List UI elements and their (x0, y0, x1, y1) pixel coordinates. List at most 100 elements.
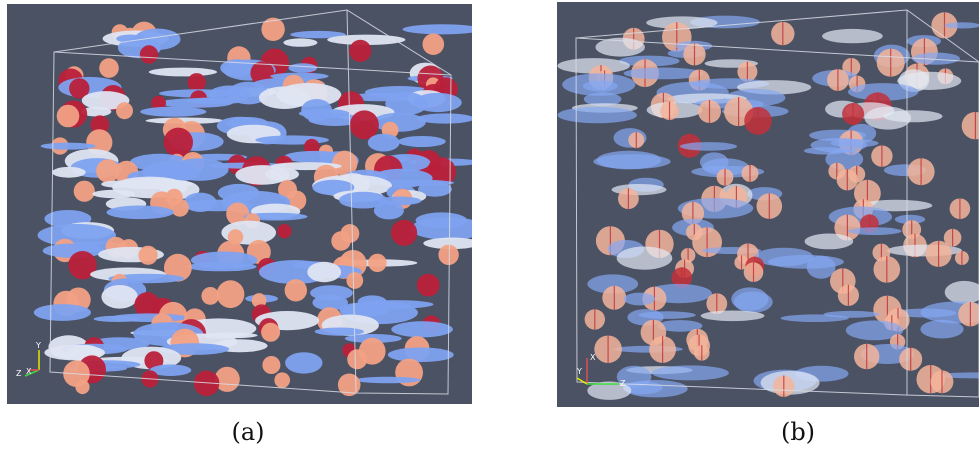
flat-particle (893, 308, 957, 318)
flat-particle (912, 52, 960, 65)
sphere-particle (163, 127, 193, 157)
flat-particle (387, 347, 454, 363)
bounding-box (575, 9, 979, 398)
flat-particle (418, 181, 452, 197)
flat-particle (595, 37, 645, 57)
flat-particle (101, 285, 138, 309)
flat-particle (355, 376, 421, 384)
flat-particle (646, 16, 718, 29)
flat-particle (391, 321, 453, 338)
sphere-particle (73, 180, 95, 202)
flat-particle (307, 261, 342, 283)
sphere-particle (86, 129, 113, 156)
flat-particle (40, 142, 96, 150)
flat-particle (557, 106, 637, 124)
caption-a: (a) (231, 418, 265, 446)
particle-render-a: Y Z X (7, 4, 472, 404)
flat-particle (140, 106, 207, 117)
flat-particle (416, 113, 472, 124)
flat-particle (106, 205, 174, 220)
sphere-particle (170, 198, 189, 217)
flat-particle (897, 71, 962, 90)
sphere-particle (68, 251, 97, 280)
sphere-particle (261, 17, 285, 41)
sphere-particle (346, 272, 364, 289)
figure-panel-a: Y Z X (7, 4, 472, 404)
flat-particle (894, 214, 926, 224)
flat-particle (864, 106, 912, 130)
flat-particle (312, 294, 349, 311)
sphere-particle (56, 104, 80, 128)
flat-particle (312, 179, 355, 196)
sphere-particle (90, 115, 110, 135)
flat-particle (822, 28, 883, 44)
flat-particle (186, 262, 257, 272)
flat-particle (37, 223, 116, 247)
flat-particle (623, 67, 704, 80)
flat-particle (845, 320, 904, 341)
sphere-particle (961, 112, 979, 140)
sphere-particle (304, 138, 320, 155)
flat-particle (587, 381, 632, 400)
sphere-particle (214, 366, 240, 392)
flat-particle (733, 291, 773, 313)
sphere-particle (139, 45, 159, 64)
sphere-particle (416, 273, 440, 297)
sphere-particle (187, 73, 206, 92)
sphere-particle (262, 356, 281, 374)
flat-particle (367, 133, 400, 152)
flat-particle (258, 86, 311, 109)
sphere-particle (349, 110, 379, 140)
sphere-particle (116, 102, 133, 120)
flat-particle (372, 112, 426, 132)
flat-particle (327, 34, 406, 45)
flat-particle (288, 63, 318, 73)
axis-triad: Y Z X (16, 341, 41, 378)
flat-particle (557, 58, 630, 74)
flat-particle (780, 314, 849, 323)
flat-particle (623, 292, 656, 306)
flat-particle (848, 227, 902, 236)
flat-particle (285, 352, 323, 374)
flat-particle (314, 327, 364, 336)
flat-particle (657, 320, 703, 332)
sphere-particle (164, 253, 192, 282)
flat-particle (848, 83, 919, 101)
flat-particle (651, 365, 729, 381)
flat-particle (616, 246, 673, 270)
flat-particle (145, 117, 224, 124)
caption-b: (b) (780, 418, 816, 446)
sphere-particle (347, 349, 368, 370)
sphere-particle (331, 231, 351, 251)
particle-render-b: X Y Z (557, 2, 979, 407)
axis-label-y: Y (35, 341, 41, 350)
sphere-particle (69, 78, 90, 99)
sphere-particle (261, 322, 281, 342)
flat-particle (283, 38, 318, 47)
flat-particle (51, 166, 86, 178)
flat-particle (308, 113, 362, 126)
sphere-particle (216, 280, 245, 309)
sphere-particle (427, 157, 456, 187)
flat-particle (680, 142, 737, 151)
flat-particle (587, 274, 639, 294)
bounding-box (49, 9, 452, 395)
flat-particle (804, 233, 854, 250)
flat-particle (33, 304, 91, 321)
flat-particle (624, 380, 688, 398)
sphere-particle (349, 39, 372, 63)
sphere-particle (75, 379, 90, 395)
axis-label-z: Z (16, 369, 22, 378)
flat-particle (582, 80, 618, 92)
flat-particle (149, 364, 192, 377)
sphere-particle (251, 293, 267, 308)
figure-panel-b: X Y Z (557, 2, 979, 407)
axis-label-y: Y (576, 367, 582, 376)
flat-particle (398, 136, 446, 147)
flat-particle (700, 310, 765, 322)
particle-cloud (557, 12, 979, 400)
sphere-particle (337, 373, 361, 397)
sphere-particle (391, 219, 418, 246)
flat-particle (148, 67, 218, 77)
flat-particle (583, 92, 622, 107)
